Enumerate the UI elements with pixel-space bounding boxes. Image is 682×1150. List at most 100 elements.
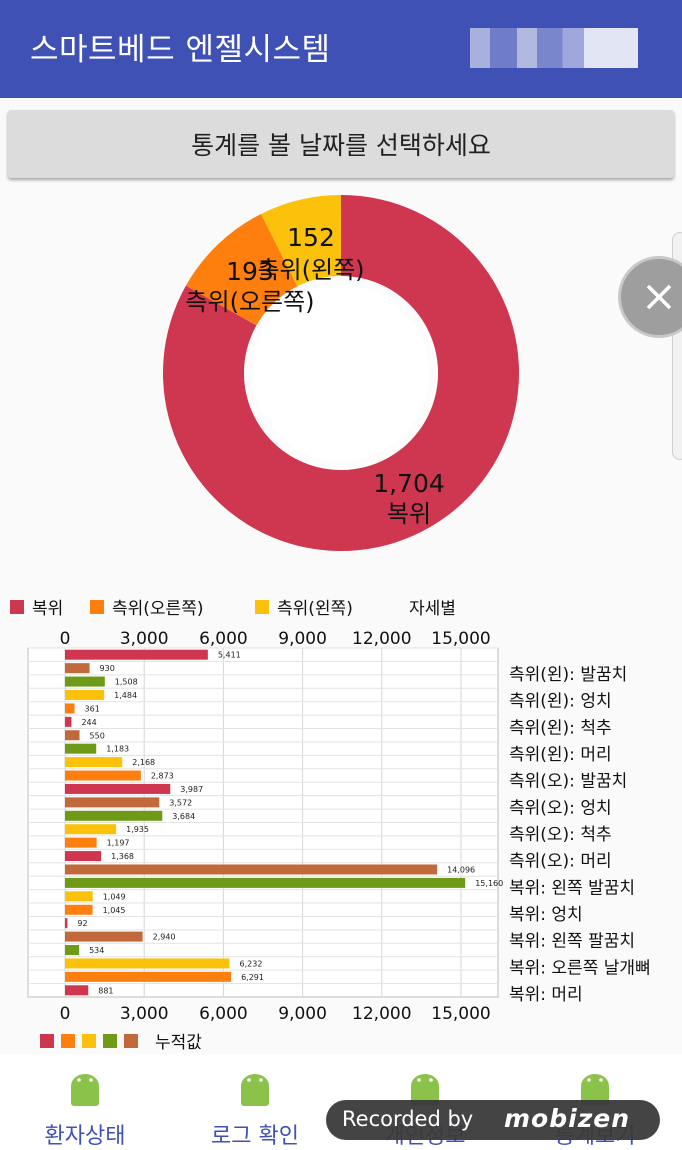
- pie-value-label: 1,704: [373, 469, 445, 498]
- legend-swatch: [103, 1034, 117, 1048]
- pie-hole: [253, 285, 429, 461]
- nav-patient-status[interactable]: 환자상태: [0, 1054, 170, 1150]
- category-label: 측위(오): 엉치: [509, 798, 612, 818]
- bar: [65, 824, 117, 835]
- pie-value-label: 193: [226, 257, 274, 286]
- android-icon: [241, 1074, 269, 1106]
- bar: [65, 918, 68, 929]
- pie-value-label: 152: [287, 223, 335, 252]
- bar-value-label: 92: [77, 919, 87, 928]
- legend-swatch: [82, 1034, 96, 1048]
- bar: [65, 945, 80, 956]
- bar: [65, 676, 105, 687]
- category-label: 복위: 오른쪽 날개뼈: [509, 958, 651, 978]
- bar-value-label: 550: [90, 731, 105, 740]
- bar-value-label: 244: [81, 718, 96, 727]
- legend-label: 측위(왼쪽): [277, 599, 353, 619]
- bar-value-label: 14,096: [447, 865, 475, 874]
- bar-value-label: 534: [89, 946, 104, 955]
- bar-value-label: 1,045: [103, 906, 126, 915]
- bar: [65, 703, 75, 714]
- bar-value-label: 1,935: [126, 825, 149, 834]
- legend-swatch: [124, 1034, 138, 1048]
- bar-value-label: 1,484: [114, 691, 137, 700]
- bar: [65, 663, 90, 674]
- bar: [65, 649, 208, 660]
- bar-value-label: 2,168: [132, 758, 155, 767]
- bar-value-label: 930: [100, 664, 115, 673]
- category-label: 측위(왼): 머리: [509, 745, 612, 765]
- category-label: 측위(오): 척추: [509, 825, 612, 845]
- x-tick-label-bottom: 9,000: [278, 1004, 327, 1024]
- category-label: 측위(왼): 발꿈치: [509, 665, 627, 685]
- bar: [65, 730, 80, 741]
- bar-value-label: 3,987: [180, 785, 203, 794]
- bar: [65, 851, 102, 862]
- category-label: 측위(왼): 척추: [509, 718, 612, 738]
- bar: [65, 904, 93, 915]
- bar-value-label: 1,508: [115, 678, 138, 687]
- blurred-user-info: [470, 28, 638, 68]
- bar-value-label: 2,873: [151, 772, 174, 781]
- side-panel-handle[interactable]: [672, 232, 682, 460]
- pie-slice-0: [163, 195, 519, 551]
- legend-swatch: [10, 600, 24, 614]
- category-label: 복위: 엉치: [509, 905, 583, 925]
- x-tick-label-bottom: 12,000: [352, 1004, 411, 1024]
- x-tick-label-top: 15,000: [431, 629, 490, 649]
- bar-value-label: 361: [85, 704, 100, 713]
- bar-value-label: 6,291: [241, 973, 264, 982]
- bar-value-label: 5,411: [218, 651, 241, 660]
- x-tick-label-bottom: 0: [60, 1004, 71, 1024]
- bar: [65, 985, 89, 996]
- nav-log-check[interactable]: 로그 확인: [170, 1054, 340, 1150]
- nav-label: 환자상태: [44, 1124, 126, 1149]
- bar: [65, 716, 72, 727]
- recording-overlay: Recorded by mobizen: [326, 1100, 660, 1140]
- legend-label: 측위(오른쪽): [112, 599, 203, 619]
- close-floating-button[interactable]: [618, 256, 682, 338]
- pie-name-label: 측위(오른쪽): [185, 288, 314, 316]
- category-label: 복위: 머리: [509, 985, 583, 1005]
- bar-value-label: 1,368: [111, 852, 134, 861]
- bar-value-label: 1,183: [106, 745, 129, 754]
- close-icon: [646, 284, 672, 310]
- recorded-by-text: Recorded by: [342, 1107, 474, 1131]
- x-tick-label-top: 12,000: [352, 629, 411, 649]
- x-tick-label-bottom: 6,000: [199, 1004, 248, 1024]
- x-tick-label-bottom: 15,000: [431, 1004, 490, 1024]
- bar: [65, 837, 97, 848]
- category-label: 복위: 왼쪽 발꿈치: [509, 878, 635, 898]
- app-bar: 스마트베드 엔젤시스템: [0, 0, 682, 98]
- x-tick-label-top: 3,000: [120, 629, 169, 649]
- bar: [65, 797, 160, 808]
- x-tick-label-bottom: 3,000: [120, 1004, 169, 1024]
- legend-label: 누적값: [155, 1033, 202, 1053]
- bar-value-label: 3,572: [169, 798, 192, 807]
- bar-value-label: 3,684: [172, 812, 195, 821]
- bar-value-label: 1,197: [107, 839, 130, 848]
- bar-value-label: 2,940: [153, 933, 176, 942]
- pie-slice-1: [185, 213, 298, 326]
- x-tick-label-top: 9,000: [278, 629, 327, 649]
- legend-swatch: [90, 600, 104, 614]
- category-label: 측위(오): 발꿈치: [509, 772, 627, 792]
- bar-value-label: 6,232: [240, 959, 263, 968]
- category-label: 측위(오): 머리: [509, 852, 612, 872]
- legend-swatch: [40, 1034, 54, 1048]
- select-date-button[interactable]: 통계를 볼 날짜를 선택하세요: [8, 110, 674, 178]
- bar: [65, 770, 141, 781]
- legend-swatch: [61, 1034, 75, 1048]
- x-tick-label-top: 6,000: [199, 629, 248, 649]
- pie-name-label: 측위(왼쪽): [257, 256, 364, 284]
- category-label: 복위: 왼쪽 팔꿈치: [509, 932, 635, 952]
- cumulative-bar-chart: 복위 측위(오른쪽) 측위(왼쪽) 자세별 0 0 3,000 3,000 6,000 6,000…: [10, 599, 651, 1053]
- bar-value-label: 15,160: [475, 879, 503, 888]
- bar: [65, 757, 123, 768]
- bar: [65, 783, 171, 794]
- legend-label: 복위: [32, 599, 63, 619]
- legend-swatch: [255, 600, 269, 614]
- bar: [65, 864, 438, 875]
- recorder-brand-logo: mobizen: [504, 1104, 630, 1133]
